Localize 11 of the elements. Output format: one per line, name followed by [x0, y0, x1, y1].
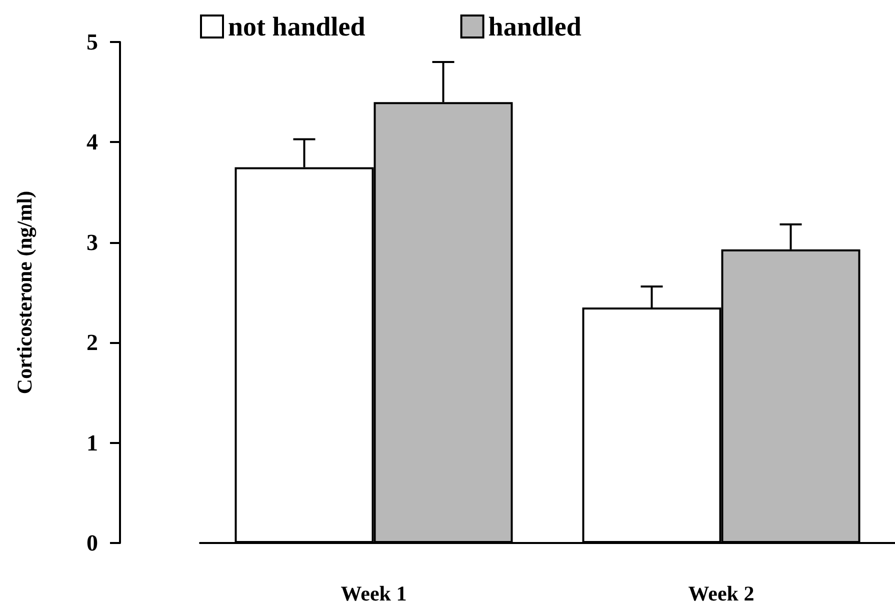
x-tick-label: Week 1 [340, 582, 407, 606]
y-axis-title: Corticosterone (ng/ml) [12, 190, 36, 394]
y-tick-label: 1 [86, 430, 98, 456]
y-tick-label: 2 [86, 330, 98, 356]
x-tick-label: Week 2 [688, 582, 754, 606]
y-tick-label: 0 [86, 530, 98, 556]
legend-label: handled [488, 12, 582, 42]
y-tick-label: 4 [86, 130, 98, 155]
y-tick-label: 5 [86, 30, 98, 54]
y-tick-label: 3 [86, 230, 98, 255]
legend-label: not handled [228, 12, 366, 42]
